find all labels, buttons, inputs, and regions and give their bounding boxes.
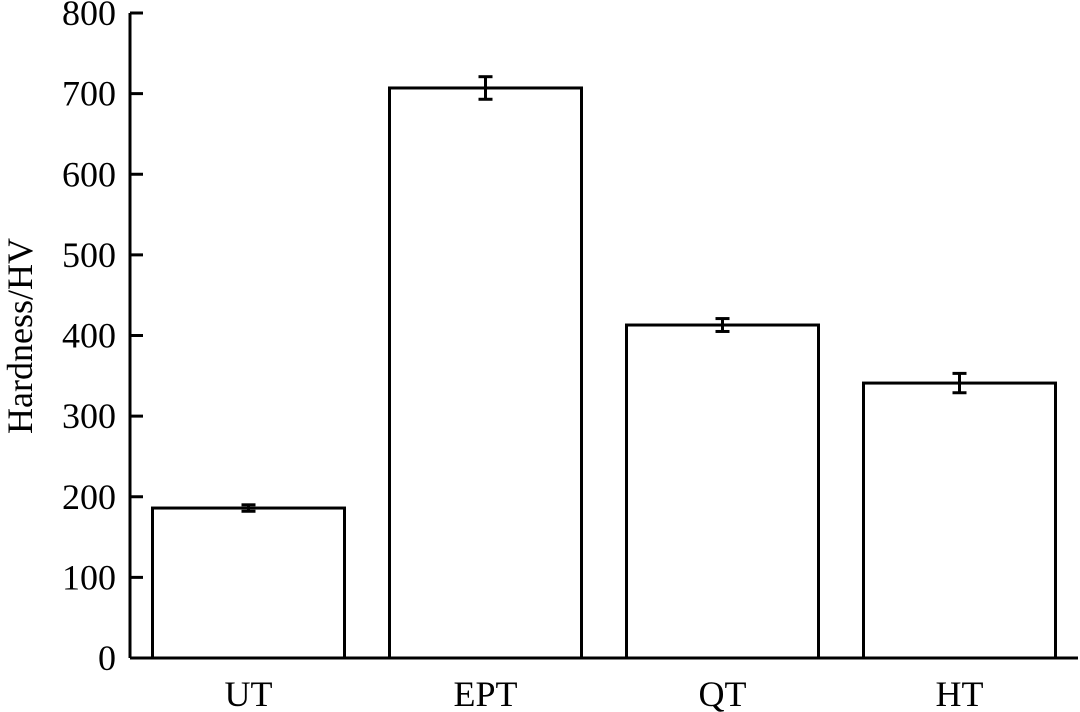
bar-ut (151, 506, 346, 660)
x-tick-label-qt: QT (699, 674, 747, 712)
x-tick-label-ept: EPT (453, 674, 517, 712)
y-axis-label: Hardness/HV (0, 238, 40, 434)
x-axis: UT EPT QT HT (130, 656, 1078, 712)
y-tick-label: 300 (62, 396, 116, 436)
y-tick-label: 700 (62, 74, 116, 114)
y-tick-label: 600 (62, 154, 116, 194)
y-tick-label: 200 (62, 477, 116, 517)
x-tick-label-ht: HT (936, 674, 984, 712)
y-tick-label: 800 (62, 0, 116, 33)
bar-ht (862, 381, 1057, 660)
y-tick-label: 100 (62, 557, 116, 597)
y-axis: 0 100 200 300 400 500 600 700 800 (62, 0, 143, 678)
bar-qt (625, 323, 820, 660)
y-tick-label: 400 (62, 316, 116, 356)
y-tick-label: 500 (62, 235, 116, 275)
x-tick-label-ut: UT (225, 674, 273, 712)
y-tick-label: 0 (98, 638, 116, 678)
bars-layer (151, 86, 1057, 660)
bar-ept (388, 86, 583, 660)
error-bars-layer (241, 75, 967, 513)
